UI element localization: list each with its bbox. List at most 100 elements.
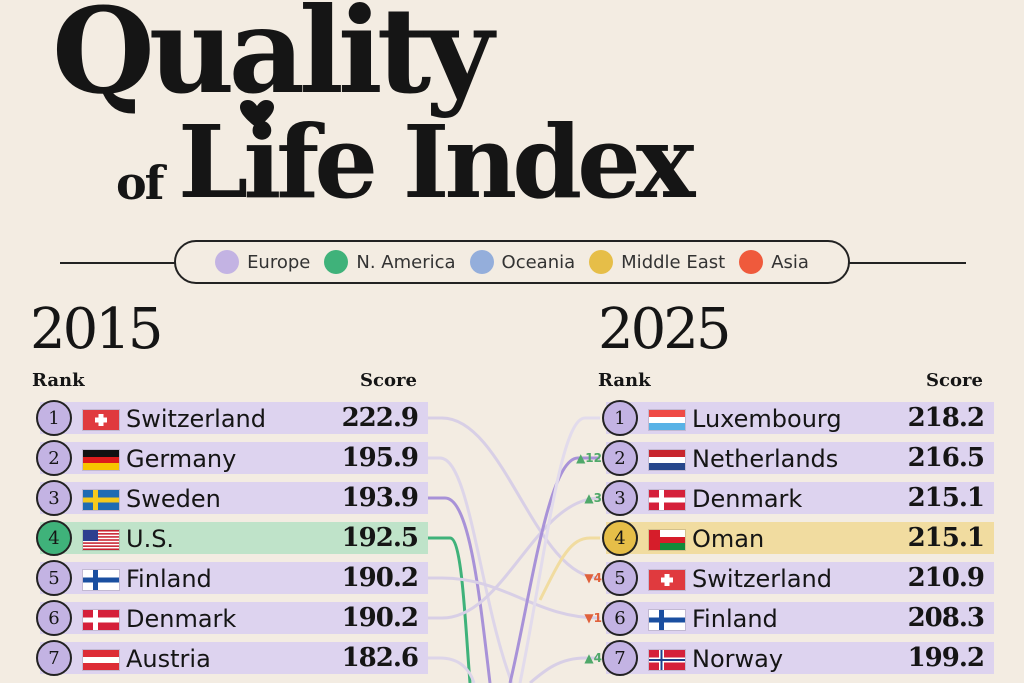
rank-badge: 3 [36, 480, 72, 516]
country-name: Oman [692, 525, 765, 553]
netherlands-flag-icon [648, 449, 686, 471]
score-value: 215.1 [907, 483, 985, 513]
country-name: U.S. [126, 525, 175, 553]
rank-header-2015: Rank [32, 370, 85, 391]
table-row: 3 Sweden 193.9 [36, 480, 428, 516]
table-row: 1 Switzerland 222.9 [36, 400, 428, 436]
us-flag-icon [82, 529, 120, 551]
rank-change-label: ▲4 [584, 651, 602, 665]
rank-change-label: ▲3 [584, 491, 602, 505]
country-name: Luxembourg [692, 405, 842, 433]
score-header-2025: Score [926, 370, 983, 391]
legend-item-asia: Asia [739, 250, 809, 274]
table-row: 2 Germany 195.9 [36, 440, 428, 476]
legend-item-europe: Europe [215, 250, 310, 274]
switzerland-flag-icon [82, 409, 120, 431]
table-row: 1 Luxembourg 218.2 [602, 400, 994, 436]
legend-swatch [324, 250, 349, 274]
table-row: 4 U.S. 192.5 [36, 520, 428, 556]
denmark-flag-icon [648, 489, 686, 511]
table-row: 4 Oman 215.1 [602, 520, 994, 556]
link-line [428, 656, 476, 683]
score-value: 195.9 [341, 443, 419, 473]
rank-badge: 5 [36, 560, 72, 596]
link-line [428, 536, 472, 683]
rank-badge: 2 [36, 440, 72, 476]
country-name: Switzerland [126, 405, 266, 433]
austria-flag-icon [82, 649, 120, 671]
rank-badge: 4 [36, 520, 72, 556]
rank-badge: 1 [36, 400, 72, 436]
rank-header-2025: Rank [598, 370, 651, 391]
legend-label: Oceania [501, 251, 576, 273]
legend-label: Asia [771, 251, 809, 273]
table-row: 6 Denmark 190.2 [36, 600, 428, 636]
rank-badge: 1 [602, 400, 638, 436]
legend-label: Middle East [621, 251, 726, 273]
heart-icon [240, 100, 274, 128]
table-row: 7 Norway 199.2 [602, 640, 994, 676]
link-line [428, 496, 492, 683]
country-name: Austria [126, 645, 211, 673]
link-line [428, 576, 601, 620]
link-line [518, 416, 600, 683]
table-row: 5 Switzerland 210.9 [602, 560, 994, 596]
norway-flag-icon [648, 649, 686, 671]
rank-badge: 6 [602, 600, 638, 636]
score-value: 218.2 [907, 403, 985, 433]
score-value: 216.5 [907, 443, 985, 473]
luxembourg-flag-icon [648, 409, 686, 431]
legend-label: Europe [247, 251, 311, 273]
link-line [508, 456, 600, 683]
score-value: 193.9 [341, 483, 419, 513]
score-value: 190.2 [341, 563, 419, 593]
country-name: Sweden [126, 485, 221, 513]
country-name: Norway [692, 645, 784, 673]
table-row: 6 Finland 208.3 [602, 600, 994, 636]
legend-item-oceania: Oceania [469, 250, 576, 274]
link-line [428, 496, 601, 620]
rank-change-label: ▲12 [576, 451, 602, 465]
table-row: 2 Netherlands 216.5 [602, 440, 994, 476]
rank-badge: 2 [602, 440, 638, 476]
legend-swatch [739, 250, 764, 274]
legend-rule-left [60, 262, 176, 264]
legend-swatch [215, 250, 240, 274]
denmark-flag-icon [82, 609, 120, 631]
country-name: Finland [692, 605, 778, 633]
finland-flag-icon [82, 569, 120, 591]
germany-flag-icon [82, 449, 120, 471]
country-name: Switzerland [692, 565, 832, 593]
legend-swatch [589, 250, 614, 274]
score-value: 208.3 [907, 603, 985, 633]
title-quality: Quality [52, 0, 494, 120]
country-name: Finland [126, 565, 212, 593]
score-value: 192.5 [341, 523, 419, 553]
score-value: 199.2 [907, 643, 985, 673]
country-name: Netherlands [692, 445, 839, 473]
link-line [428, 456, 514, 683]
score-value: 190.2 [341, 603, 419, 633]
switzerland-flag-icon [648, 569, 686, 591]
legend: Europe N. America Oceania Middle East As… [174, 240, 850, 284]
title-of: of [116, 156, 165, 210]
rank-change-label: ▼4 [584, 571, 602, 585]
table-row: 7 Austria 182.6 [36, 640, 428, 676]
score-header-2015: Score [360, 370, 417, 391]
score-value: 210.9 [907, 563, 985, 593]
rank-badge: 7 [602, 640, 638, 676]
legend-item-north-america: N. America [324, 250, 456, 274]
score-value: 182.6 [341, 643, 419, 673]
country-name: Denmark [692, 485, 803, 513]
table-row: 3 Denmark 215.1 [602, 480, 994, 516]
title-life-index: Life Index [178, 103, 695, 221]
rank-badge: 7 [36, 640, 72, 676]
country-name: Denmark [126, 605, 237, 633]
rank-badge: 3 [602, 480, 638, 516]
legend-rule-right [848, 262, 966, 264]
table-row: 5 Finland 190.2 [36, 560, 428, 596]
score-value: 215.1 [907, 523, 985, 553]
rank-badge: 5 [602, 560, 638, 596]
link-line [529, 656, 600, 683]
